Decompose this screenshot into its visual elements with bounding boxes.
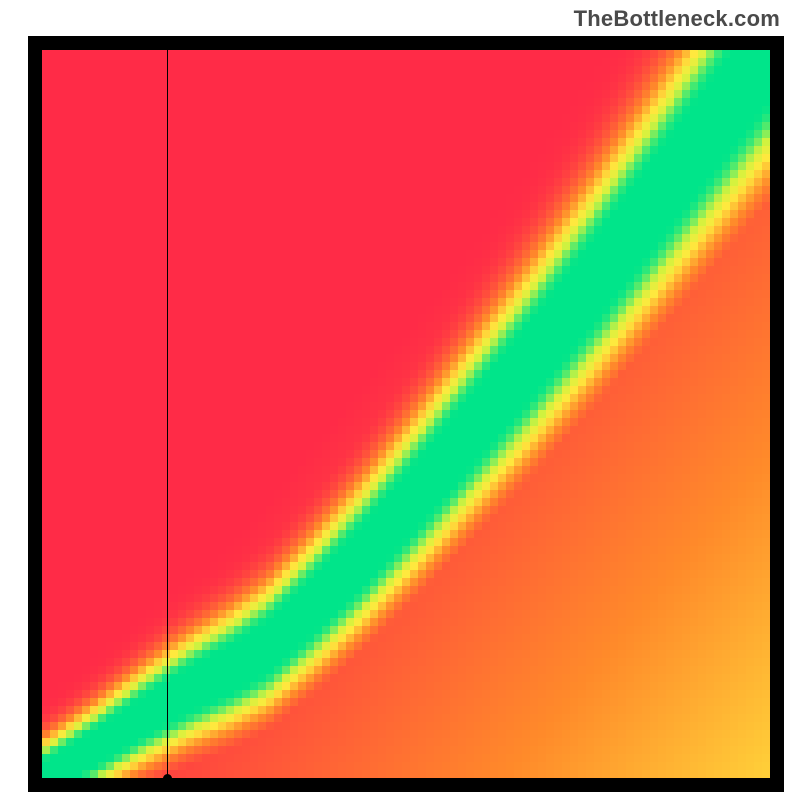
heatmap-canvas bbox=[42, 50, 770, 778]
attribution-text: TheBottleneck.com bbox=[574, 6, 780, 32]
heatmap-plot bbox=[42, 50, 770, 778]
chart-container: { "attribution": "TheBottleneck.com", "a… bbox=[0, 0, 800, 800]
marker-vertical-line bbox=[167, 50, 168, 778]
marker-dot bbox=[163, 774, 172, 779]
